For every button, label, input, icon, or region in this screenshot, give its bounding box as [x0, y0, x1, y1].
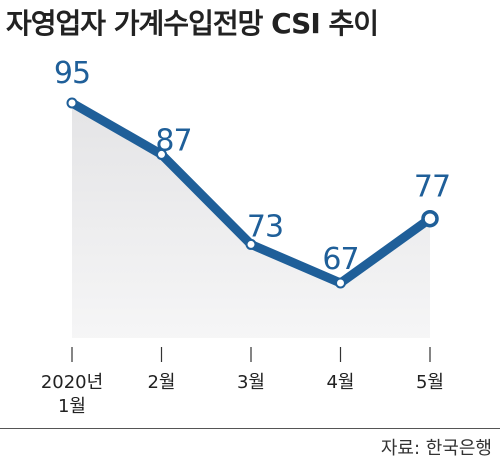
data-point: [245, 238, 257, 250]
x-tick-label: 3월: [237, 372, 265, 393]
x-tick-label: 2020년 1월: [41, 372, 103, 417]
data-point: [66, 97, 78, 109]
data-label: 73: [247, 209, 283, 244]
data-point: [156, 148, 167, 160]
x-tick-label: 5월: [416, 372, 444, 393]
label-layer: 95 87 73 67 77: [54, 56, 451, 277]
data-point: [421, 209, 439, 228]
data-label: 77: [414, 170, 450, 205]
area-layer: [72, 103, 430, 338]
axis-layer: 2020년 1월 2월 3월 4월 5월: [41, 347, 444, 417]
x-tick-label: 2월: [147, 372, 175, 393]
data-label: 95: [54, 56, 90, 91]
point-layer: [66, 97, 439, 289]
data-point: [335, 277, 346, 289]
x-tick-label: 4월: [326, 372, 354, 393]
chart-title: 자영업자 가계수입전망 CSI 추이: [6, 7, 379, 40]
area-fill: [72, 103, 430, 338]
source-note: 자료: 한국은행: [380, 438, 492, 459]
data-label: 67: [322, 242, 358, 277]
data-label: 87: [155, 123, 191, 158]
source-divider: [0, 428, 500, 429]
